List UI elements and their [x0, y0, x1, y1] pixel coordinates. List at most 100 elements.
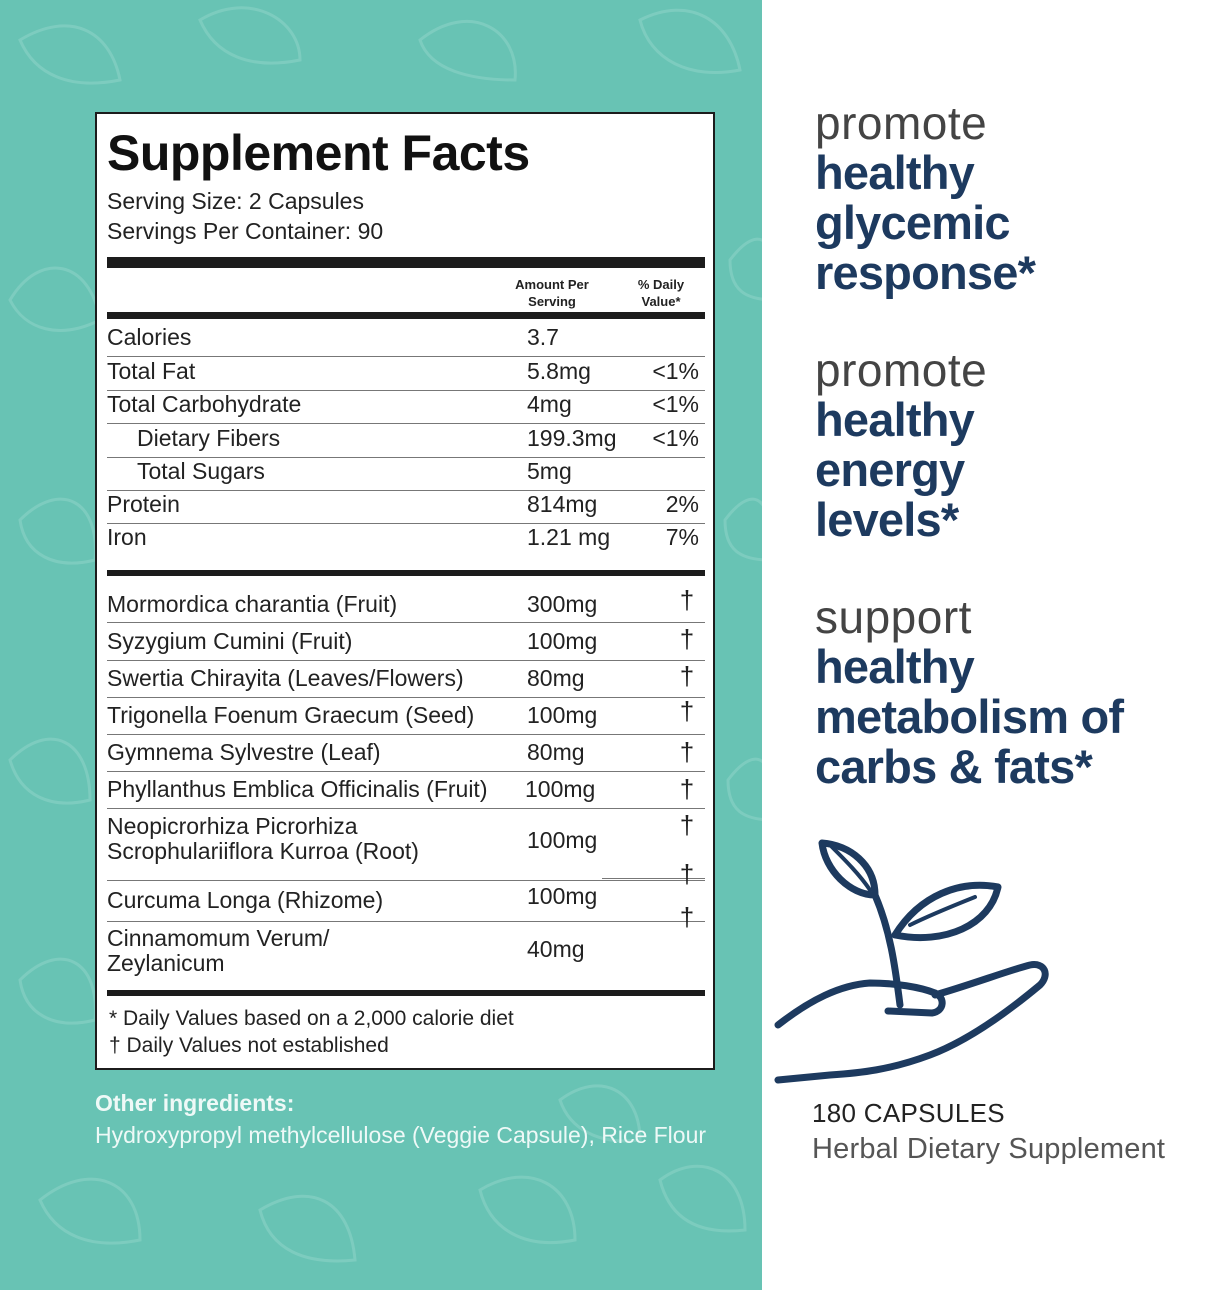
- ingredient-amount: 100mg: [527, 628, 598, 654]
- ingredient-name-line2: Zeylanicum: [107, 950, 225, 976]
- serving-size: Serving Size: 2 Capsules: [107, 188, 364, 214]
- nutrient-name: Total Carbohydrate: [107, 391, 302, 417]
- row-divider: [107, 390, 705, 391]
- ingredient-amount: 100mg: [527, 883, 598, 909]
- ingredient-name: Curcuma Longa (Rhizome): [107, 887, 384, 913]
- ingredient-name: Trigonella Foenum Graecum (Seed): [107, 702, 475, 728]
- leaf-pattern: [8, 6, 762, 1263]
- ingredient-name: Cinnamomum Verum/ Zeylanicum: [107, 926, 329, 976]
- row-divider: [602, 878, 705, 879]
- dagger-mark: †: [679, 774, 695, 804]
- row-divider: [107, 921, 705, 922]
- nutrient-amount: 1.21 mg: [527, 524, 611, 550]
- dagger-mark: †: [679, 585, 695, 615]
- ingredient-row: Neopicrorhiza Picrorhiza Scrophulariiflo…: [107, 810, 705, 874]
- thick-divider: [107, 570, 705, 576]
- thick-divider: [107, 257, 705, 268]
- thick-divider: [107, 312, 705, 319]
- claim-line: glycemic: [815, 196, 1011, 249]
- claim-block-energy: promote healthy energy levels*: [815, 345, 987, 545]
- row-divider: [107, 490, 705, 491]
- claim-line: healthy: [815, 393, 975, 446]
- nutrient-dv: <1%: [652, 425, 699, 451]
- row-divider: [107, 457, 705, 458]
- row-divider: [107, 808, 705, 809]
- claim-block-glycemic: promote healthy glycemic response*: [815, 97, 1036, 299]
- ingredient-name-line1: Cinnamomum Verum/: [107, 925, 330, 951]
- nutrient-amount: 814mg: [527, 491, 598, 517]
- claim-line: levels*: [815, 493, 959, 546]
- claim-line: healthy: [815, 146, 975, 199]
- ingredient-amount: 100mg: [525, 776, 596, 802]
- ingredient-amount: 80mg: [527, 665, 585, 691]
- ingredient-row: Cinnamomum Verum/ Zeylanicum 40mg †: [107, 902, 705, 982]
- claim-line: carbs & fats*: [815, 740, 1093, 793]
- ingredient-name: Phyllanthus Emblica Officinalis (Fruit): [107, 776, 488, 802]
- ingredient-name: Neopicrorhiza Picrorhiza Scrophulariiflo…: [107, 814, 419, 864]
- nutrient-name: Protein: [107, 491, 180, 517]
- nutrient-dv: 7%: [665, 524, 699, 550]
- row-divider: [107, 771, 705, 772]
- other-ingredients-heading: Other ingredients:: [95, 1090, 295, 1116]
- claim-line: metabolism of: [815, 690, 1124, 743]
- row-divider: [107, 356, 705, 357]
- claim-line: healthy: [815, 640, 975, 693]
- ingredient-amount: 80mg: [527, 739, 585, 765]
- nutrient-name: Iron: [107, 524, 147, 550]
- dagger-mark: †: [679, 810, 695, 840]
- dagger-mark: †: [679, 661, 695, 691]
- ingredient-amount: 100mg: [527, 827, 598, 853]
- amount-per-serving-header: Amount Per Serving: [515, 277, 589, 309]
- ingredient-name-line2: Scrophulariiflora Kurroa (Root): [107, 838, 419, 864]
- row-divider: [107, 622, 705, 623]
- ingredient-name: Gymnema Sylvestre (Leaf): [107, 739, 381, 765]
- footnote-daily-values: * Daily Values based on a 2,000 calorie …: [109, 1007, 514, 1030]
- nutrient-name: Dietary Fibers: [137, 425, 281, 451]
- daily-value-header: % Daily Value*: [637, 277, 685, 309]
- other-ingredients-text: Hydroxypropyl methylcellulose (Veggie Ca…: [95, 1122, 707, 1148]
- ingredient-name-line1: Neopicrorhiza Picrorhiza: [107, 813, 358, 839]
- ingredient-name: Mormordica charantia (Fruit): [107, 591, 398, 617]
- row-divider: [107, 697, 705, 698]
- footnote-not-established: † Daily Values not established: [109, 1034, 389, 1057]
- thick-divider: [107, 990, 705, 996]
- claim-verb: support: [815, 591, 972, 643]
- ingredient-name: Swertia Chirayita (Leaves/Flowers): [107, 665, 464, 691]
- claim-verb: promote: [815, 97, 988, 149]
- ingredient-amount: 100mg: [527, 702, 598, 728]
- dagger-mark: †: [679, 902, 695, 932]
- claim-block-metabolism: support healthy metabolism of carbs & fa…: [815, 591, 1124, 793]
- nutrient-amount: 5.8mg: [527, 358, 591, 384]
- ingredient-name: Syzygium Cumini (Fruit): [107, 628, 353, 654]
- ingredient-amount: 300mg: [527, 591, 598, 617]
- row-divider: [107, 423, 705, 424]
- ingredient-amount: 40mg: [527, 936, 585, 962]
- nutrient-name: Total Sugars: [137, 458, 265, 484]
- nutrient-amount: 4mg: [527, 391, 572, 417]
- claim-verb: promote: [815, 344, 988, 396]
- row-divider: [107, 734, 705, 735]
- dagger-mark: †: [679, 859, 695, 889]
- supplement-facts-panel: Supplement Facts Serving Size: 2 Capsule…: [95, 112, 715, 1070]
- nutrient-amount: 199.3mg: [527, 425, 617, 451]
- nutrient-dv: 2%: [665, 491, 699, 517]
- dagger-mark: †: [679, 737, 695, 767]
- nutrient-name: Total Fat: [107, 358, 196, 384]
- servings-per-container: Servings Per Container: 90: [107, 218, 384, 244]
- nutrient-name: Calories: [107, 324, 192, 350]
- facts-title: Supplement Facts: [107, 125, 530, 181]
- product-type: Herbal Dietary Supplement: [812, 1133, 1166, 1165]
- claim-line: energy: [815, 443, 965, 496]
- row-divider: [107, 523, 705, 524]
- dagger-mark: †: [679, 696, 695, 726]
- nutrient-amount: 3.7: [527, 324, 559, 350]
- claim-line: response*: [815, 246, 1036, 299]
- dagger-mark: †: [679, 624, 695, 654]
- nutrient-dv: <1%: [652, 391, 699, 417]
- capsule-count: 180 CAPSULES: [812, 1098, 1005, 1128]
- hand-with-sprout-icon: [774, 839, 1049, 1084]
- row-divider: [107, 880, 705, 881]
- nutrient-dv: <1%: [652, 358, 699, 384]
- nutrient-amount: 5mg: [527, 458, 572, 484]
- row-divider: [107, 660, 705, 661]
